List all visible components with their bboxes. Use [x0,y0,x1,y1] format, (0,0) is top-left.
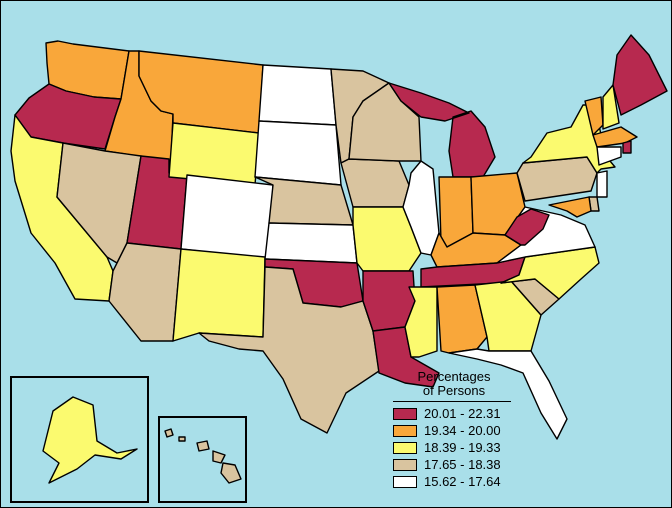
legend-title-line1: Percentages [417,369,491,384]
state-sd [254,120,342,186]
state-nm [172,248,266,342]
state-ak [42,396,138,484]
state-co [180,174,274,260]
legend-label-1: 20.01 - 22.31 [424,406,501,421]
alaska-inset-box [10,376,149,503]
legend-row-1: 20.01 - 22.31 [393,406,523,421]
state-wv [504,208,550,246]
state-md [548,196,592,218]
state-hi [164,428,242,484]
state-me [612,34,668,116]
legend-swatch-4 [393,458,417,471]
state-il [402,160,440,256]
state-az [108,242,182,342]
state-nj [596,170,608,198]
legend-row-2: 19.34 - 20.00 [393,423,523,438]
state-nd [258,64,337,126]
state-ks [264,222,358,264]
legend-row-4: 17.65 - 18.38 [393,457,523,472]
state-fl [448,348,568,440]
state-ri [622,140,632,154]
legend-swatch-3 [393,441,417,454]
legend-row-5: 15.62 - 17.64 [393,474,523,489]
legend-label-2: 19.34 - 20.00 [424,423,501,438]
state-tx [198,266,380,434]
legend-title-line2: of Persons [422,383,486,398]
legend-row-3: 18.39 - 19.33 [393,440,523,455]
legend-label-5: 15.62 - 17.64 [424,474,501,489]
legend-label-4: 17.65 - 18.38 [424,457,501,472]
state-pa [516,156,598,202]
legend-divider [393,401,511,402]
legend-title: Percentages of Persons [393,370,523,398]
legend-label-3: 18.39 - 19.33 [424,440,501,455]
state-mi [388,82,496,178]
state-nh [602,84,620,130]
state-ct [596,146,622,166]
legend-swatch-2 [393,424,417,437]
hawaii-inset-box [158,416,247,503]
legend-swatch-5 [393,475,417,488]
legend: Percentages of Persons 20.01 - 22.31 19.… [393,370,523,491]
legend-swatch-1 [393,407,417,420]
state-ia [340,158,410,208]
state-wy [168,122,260,186]
